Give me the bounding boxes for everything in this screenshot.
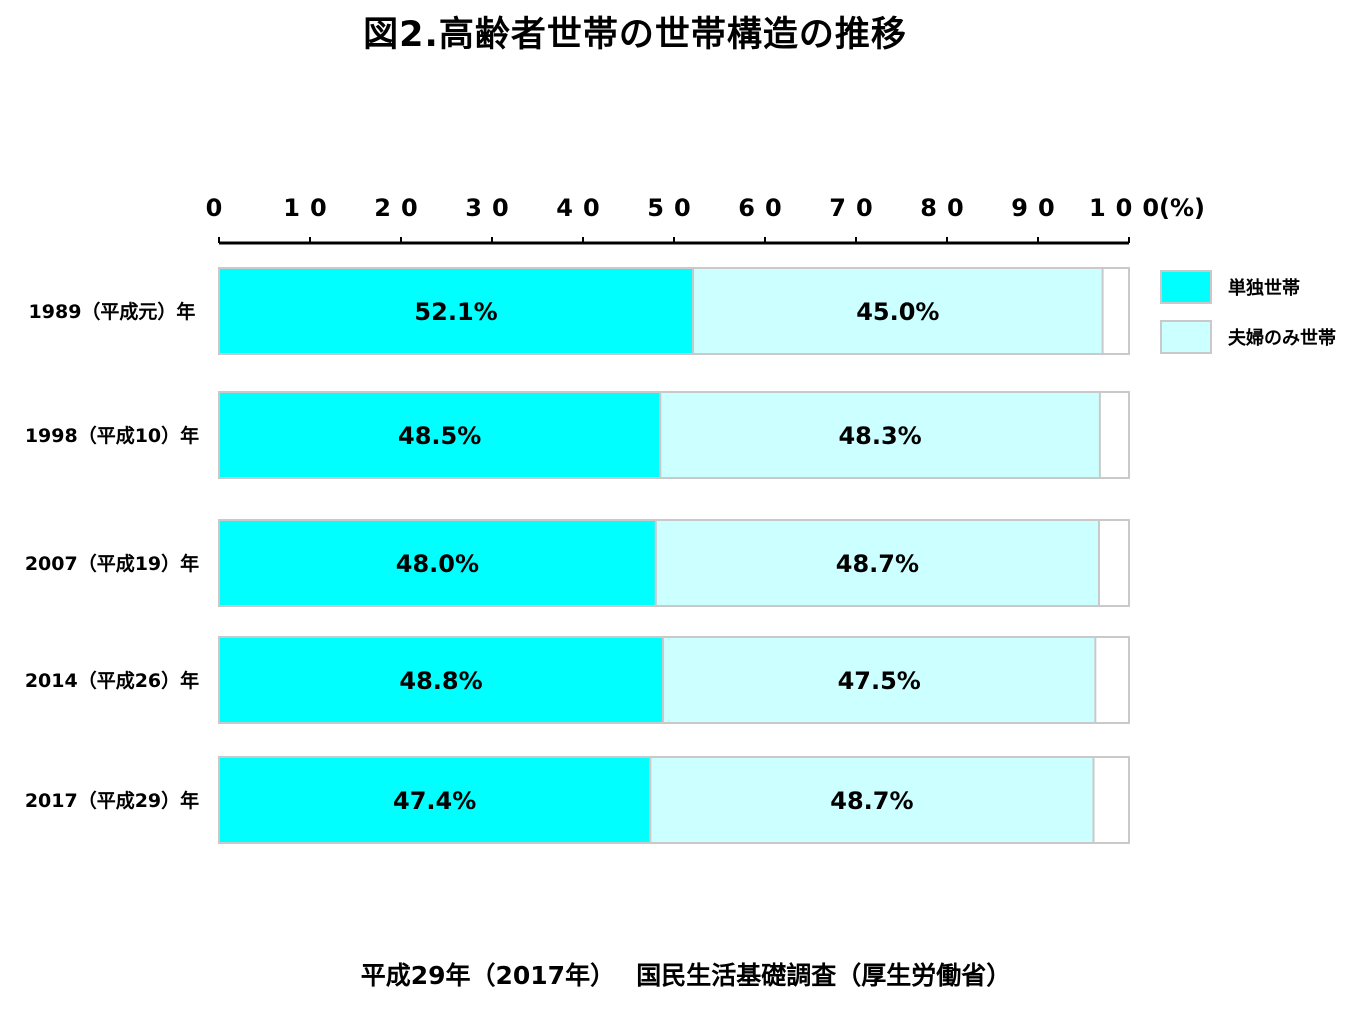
- x-tick-label: 40: [556, 194, 609, 222]
- data-label: 48.3%: [838, 422, 921, 450]
- bar-single: [218, 519, 657, 607]
- bar-couple: [692, 267, 1104, 355]
- legend-item-single: 単独世帯: [1160, 268, 1336, 306]
- legend-swatch-couple: [1160, 320, 1212, 354]
- data-label: 48.7%: [836, 550, 919, 578]
- x-tick-label: 10: [283, 194, 336, 222]
- bar-couple: [649, 756, 1095, 844]
- x-tick-label: 60: [738, 194, 791, 222]
- x-tick-label: 50: [647, 194, 700, 222]
- x-tick-label: 100: [1089, 194, 1169, 222]
- category-label: 1989（平成元）年: [29, 300, 196, 323]
- x-tick-label: 30: [465, 194, 518, 222]
- legend-item-couple: 夫婦のみ世帯: [1160, 318, 1336, 356]
- data-label: 48.0%: [396, 550, 479, 578]
- category-label: 1998（平成10）年: [25, 424, 199, 447]
- category-label: 2017（平成29）年: [25, 789, 199, 812]
- bar-couple: [654, 519, 1100, 607]
- bar-area: 1989（平成元）年 52.1% 45.0% 1998（平成10）年 48.5% 48.3…: [25, 267, 1130, 844]
- bar-single: [218, 636, 665, 724]
- x-tick-label: 90: [1011, 194, 1064, 222]
- data-label: 48.7%: [830, 787, 913, 815]
- x-tick-label: 70: [829, 194, 882, 222]
- data-label: 52.1%: [414, 298, 497, 326]
- data-label: 48.5%: [398, 422, 481, 450]
- legend-swatch-single: [1160, 270, 1212, 304]
- legend: 単独世帯 夫婦のみ世帯: [1160, 268, 1336, 368]
- bar-couple: [659, 391, 1101, 479]
- data-label: 48.8%: [399, 667, 482, 695]
- bar-single: [218, 756, 652, 844]
- legend-label-single: 単独世帯: [1228, 278, 1300, 299]
- x-axis: 0 10 20 30 40 50 60 70 80 90 100(%): [206, 194, 1205, 245]
- x-tick-label: 80: [920, 194, 973, 222]
- bar-couple: [662, 636, 1097, 724]
- x-axis-unit: (%): [1159, 194, 1205, 222]
- data-label: 45.0%: [856, 298, 939, 326]
- data-label: 47.4%: [393, 787, 476, 815]
- source-note: 平成29年（2017年） 国民生活基礎調査（厚生労働省）: [360, 961, 1012, 990]
- category-label: 2014（平成26）年: [25, 669, 199, 692]
- chart-title: 図2.高齢者世帯の世帯構造の推移: [363, 15, 907, 55]
- data-label: 47.5%: [838, 667, 921, 695]
- category-label: 2007（平成19）年: [25, 552, 199, 575]
- x-tick-label: 20: [374, 194, 427, 222]
- bar-single: [218, 391, 662, 479]
- x-tick-label: 0: [206, 194, 233, 222]
- legend-label-couple: 夫婦のみ世帯: [1228, 328, 1336, 349]
